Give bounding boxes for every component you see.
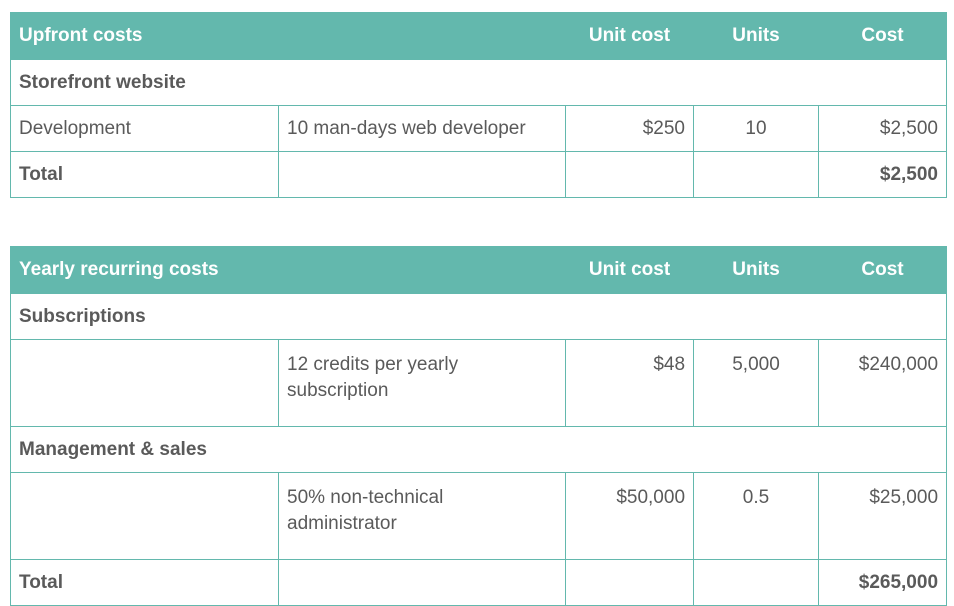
table-header-row: Yearly recurring costs Unit cost Units C…: [9, 246, 948, 294]
total-cost: $265,000: [818, 559, 948, 606]
table-title: Upfront costs: [10, 12, 566, 60]
empty-cell: [693, 559, 820, 606]
total-row: Total $2,500: [10, 151, 947, 198]
total-cost: $2,500: [818, 151, 947, 198]
units-cell: 10: [693, 105, 819, 152]
item-cell: [10, 339, 279, 427]
section-row: Storefront website: [10, 59, 947, 106]
section-row: Subscriptions: [9, 293, 948, 340]
cost-header: Cost: [818, 12, 947, 60]
total-row: Total $265,000: [10, 559, 948, 606]
table-title: Yearly recurring costs: [9, 246, 567, 294]
unit-cost-cell: $48: [565, 339, 695, 427]
section-row: Management & sales: [9, 426, 948, 473]
units-header: Units: [693, 246, 820, 294]
description-cell: 12 credits per yearly subscription: [277, 339, 567, 427]
units-header: Units: [693, 12, 819, 60]
empty-cell: [277, 559, 567, 606]
unit-cost-cell: $50,000: [565, 472, 695, 560]
empty-cell: [565, 151, 694, 198]
cost-cell: $25,000: [818, 472, 948, 560]
description-cell: 50% non-technical administrator: [277, 472, 567, 560]
table-row: Development 10 man-days web developer $2…: [10, 105, 947, 152]
empty-cell: [278, 151, 566, 198]
units-cell: 0.5: [693, 472, 820, 560]
cost-header: Cost: [818, 246, 948, 294]
item-cell: Development: [10, 105, 279, 152]
table-row: 50% non-technical administrator $50,000 …: [10, 472, 948, 560]
upfront-costs-table: Upfront costs Unit cost Units Cost Store…: [10, 12, 947, 198]
cost-cell: $240,000: [818, 339, 948, 427]
section-label: Subscriptions: [9, 293, 948, 340]
empty-cell: [693, 151, 819, 198]
item-cell: [10, 472, 279, 560]
yearly-costs-table: Yearly recurring costs Unit cost Units C…: [9, 246, 948, 606]
total-label: Total: [10, 151, 279, 198]
unit-cost-header: Unit cost: [565, 12, 694, 60]
total-label: Total: [10, 559, 279, 606]
units-cell: 5,000: [693, 339, 820, 427]
cost-cell: $2,500: [818, 105, 947, 152]
empty-cell: [565, 559, 695, 606]
table-header-row: Upfront costs Unit cost Units Cost: [10, 12, 947, 60]
section-label: Management & sales: [9, 426, 948, 473]
section-label: Storefront website: [10, 59, 947, 106]
description-cell: 10 man-days web developer: [278, 105, 566, 152]
unit-cost-cell: $250: [565, 105, 694, 152]
table-row: 12 credits per yearly subscription $48 5…: [10, 339, 948, 427]
unit-cost-header: Unit cost: [565, 246, 695, 294]
